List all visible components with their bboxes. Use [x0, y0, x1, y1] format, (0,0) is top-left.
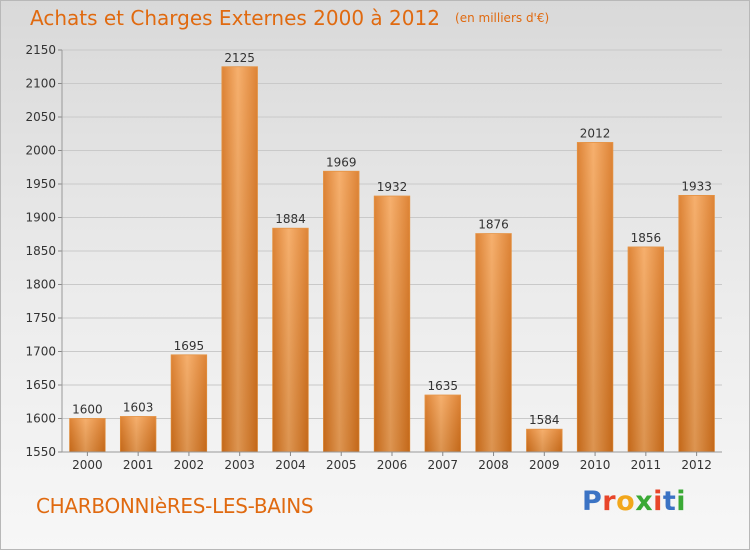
logo-letter: t [662, 486, 677, 517]
x-tick-label: 2009 [529, 458, 560, 472]
x-tick-label: 2010 [580, 458, 611, 472]
x-tick-label: 2007 [427, 458, 458, 472]
bar-shade [221, 66, 258, 452]
y-tick-label: 1850 [25, 244, 56, 258]
bars [69, 66, 715, 453]
chart-subtitle: (en milliers d'€) [455, 11, 550, 25]
bar-2012 [678, 194, 715, 453]
data-label: 1584 [529, 413, 560, 427]
y-tick-label: 1600 [25, 412, 56, 426]
x-tick-label: 2008 [478, 458, 509, 472]
y-tick-label: 1900 [25, 211, 56, 225]
x-axis-ticks: 2000 2001 2002 2003 2004 2005 2006 2007 2008 2009… [72, 452, 712, 472]
logo-letter: P [582, 486, 603, 517]
data-label: 2012 [580, 126, 611, 140]
data-label: 1695 [174, 339, 205, 353]
y-tick-label: 2050 [25, 110, 56, 124]
x-tick-label: 2004 [275, 458, 306, 472]
data-label: 1932 [377, 180, 408, 194]
y-tick-label: 2000 [25, 144, 56, 158]
data-label: 1969 [326, 155, 357, 169]
logo-letter: i [676, 486, 687, 517]
bar-shade [69, 418, 106, 452]
x-tick-label: 2006 [377, 458, 408, 472]
bar-2010 [576, 142, 614, 453]
bar-shade [272, 228, 309, 452]
y-tick-label: 1550 [25, 445, 56, 459]
x-tick-label: 2001 [123, 458, 154, 472]
bar-shade [628, 246, 664, 452]
y-axis-ticks: 1550 1600 1650 1700 1750 1800 1850 1900 1950 2000… [25, 43, 722, 459]
data-label: 1603 [123, 400, 154, 414]
bar-shade [526, 429, 563, 452]
bar-2009 [526, 428, 563, 453]
y-tick-label: 1950 [25, 177, 56, 191]
y-tick-label: 2150 [25, 43, 56, 57]
x-tick-label: 2005 [326, 458, 357, 472]
bar-shade [374, 196, 410, 452]
logo-letter: r [602, 486, 617, 517]
bar-shade [425, 395, 461, 452]
data-label: 1635 [427, 379, 458, 393]
y-tick-label: 1650 [25, 378, 56, 392]
bar-2001 [119, 416, 157, 453]
logo-letter: o [616, 486, 636, 517]
y-tick-label: 2100 [25, 77, 56, 91]
bar-2008 [475, 233, 512, 453]
bar-shade [475, 233, 512, 452]
bar-2005 [323, 170, 360, 453]
bar-shade [577, 142, 613, 452]
x-tick-label: 2002 [174, 458, 205, 472]
bar-2007 [424, 394, 461, 453]
data-label: 1876 [478, 218, 509, 232]
bar-2011 [627, 246, 665, 453]
data-label: 2125 [224, 51, 255, 65]
chart-title: Achats et Charges Externes 2000 à 2012 [30, 6, 440, 30]
town-name: CHARBONNIèRES-LES-BAINS [36, 494, 314, 518]
data-label: 1933 [681, 179, 712, 193]
bar-2002 [170, 354, 208, 453]
x-tick-label: 2011 [631, 458, 662, 472]
data-labels: 1600 1603 1695 2125 1884 1969 1932 1635 1876 1584… [72, 51, 712, 427]
data-label: 1600 [72, 403, 103, 417]
logo-letter: x [635, 486, 654, 517]
bar-2000 [69, 418, 106, 453]
bar-2006 [373, 195, 411, 453]
y-tick-label: 1700 [25, 345, 56, 359]
bar-shade [171, 354, 207, 452]
bar-2004 [272, 227, 309, 453]
title-row: Achats et Charges Externes 2000 à 2012 (… [30, 6, 549, 30]
y-tick-label: 1750 [25, 311, 56, 325]
data-label: 1856 [631, 231, 662, 245]
x-tick-label: 2012 [681, 458, 712, 472]
bar-shade [678, 195, 715, 452]
x-tick-label: 2000 [72, 458, 103, 472]
y-tick-label: 1800 [25, 278, 56, 292]
proxiti-logo: Proxiti [582, 486, 686, 517]
x-tick-label: 2003 [224, 458, 255, 472]
bar-shade [120, 416, 156, 452]
data-label: 1884 [275, 212, 306, 226]
logo-letter: i [653, 486, 663, 517]
bar-2003 [221, 66, 258, 453]
bar-shade [323, 171, 359, 452]
